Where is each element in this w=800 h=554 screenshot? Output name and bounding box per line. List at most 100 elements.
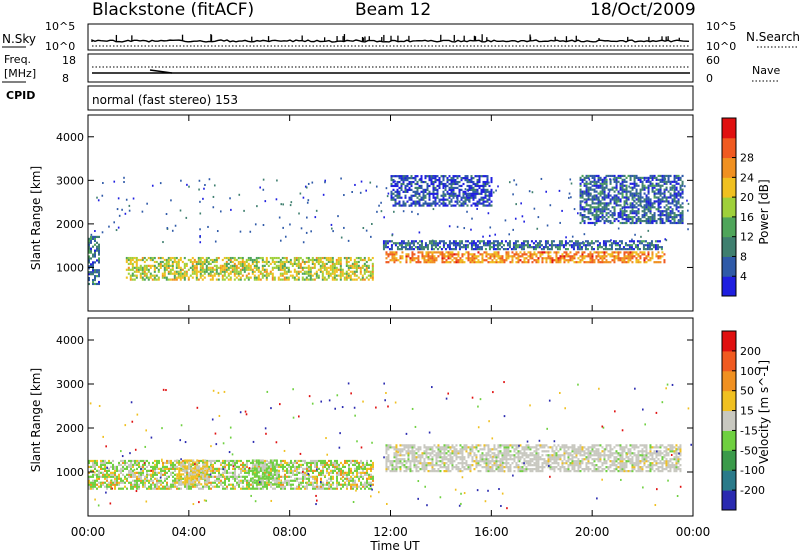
power-cell: [247, 256, 250, 260]
power-cell: [452, 194, 455, 197]
power-cell: [450, 192, 453, 195]
velocity-cell: [90, 485, 92, 488]
power-cell: [442, 194, 445, 197]
power-cell: [295, 274, 298, 277]
velocity-cell: [308, 483, 310, 486]
power-cell: [422, 248, 425, 251]
power-cell: [171, 262, 174, 266]
power-cell: [514, 217, 517, 220]
power-cell: [655, 188, 658, 191]
power-cell: [414, 175, 417, 178]
power-cell: [298, 212, 300, 215]
velocity-cell: [322, 459, 324, 463]
power-cell: [263, 274, 266, 277]
power-cell: [295, 272, 298, 275]
power-cell: [581, 214, 584, 217]
velocity-cell: [212, 463, 214, 467]
power-cell: [645, 180, 648, 183]
velocity-cell: [116, 481, 118, 484]
velocity-cell: [228, 475, 230, 478]
velocity-cell: [312, 483, 314, 486]
power-cell: [587, 255, 590, 258]
power-cell: [225, 268, 228, 271]
power-cell: [247, 276, 250, 279]
power-cell: [398, 202, 401, 205]
power-cell: [619, 216, 622, 219]
velocity-cell: [232, 483, 234, 486]
velocity-cell: [94, 481, 96, 484]
colorbar-segment: [722, 216, 736, 238]
power-cell: [293, 278, 296, 281]
power-cell: [481, 255, 484, 258]
power-cell: [485, 255, 488, 258]
power-cell: [389, 253, 392, 256]
velocity-cell: [136, 483, 138, 486]
power-cell: [434, 178, 437, 182]
power-cell: [303, 262, 306, 266]
power-cell: [211, 268, 214, 271]
power-cell: [143, 256, 146, 260]
velocity-cell: [342, 465, 344, 469]
power-cell: [98, 243, 100, 246]
power-cell: [414, 182, 417, 186]
power-cell: [517, 261, 520, 264]
power-cell: [227, 278, 230, 281]
power-cell: [514, 248, 517, 251]
power-cell: [428, 240, 431, 243]
velocity-cell: [118, 469, 120, 472]
power-cell: [625, 186, 628, 189]
velocity-cell: [262, 483, 264, 486]
power-cell: [653, 214, 656, 217]
velocity-cell: [244, 479, 246, 482]
power-cell: [569, 257, 572, 260]
power-cell: [603, 176, 606, 180]
velocity-cell: [166, 475, 168, 478]
power-cell: [656, 244, 659, 247]
power-cell: [406, 188, 409, 191]
power-cell: [96, 245, 98, 248]
power-cell: [460, 202, 463, 205]
power-cell: [339, 260, 342, 264]
velocity-cell: [166, 487, 168, 490]
power-cell: [415, 261, 418, 264]
power-cell: [625, 206, 628, 209]
velocity-cell: [154, 459, 156, 463]
power-cell: [446, 192, 449, 195]
velocity-cell: [118, 483, 120, 486]
power-cell: [673, 194, 676, 197]
power-cell: [448, 242, 451, 245]
power-cell: [655, 255, 658, 258]
power-cell: [547, 253, 550, 256]
power-cell: [487, 253, 490, 256]
power-cell: [331, 262, 334, 266]
power-cell: [90, 251, 92, 254]
power-cell: [580, 246, 583, 249]
power-cell: [482, 235, 484, 238]
velocity-cell: [108, 483, 110, 486]
power-cell: [444, 182, 447, 186]
power-cell: [471, 259, 474, 262]
power-cell: [486, 242, 489, 245]
power-cell: [466, 180, 469, 184]
velocity-cell: [134, 459, 136, 463]
power-cell: [243, 270, 246, 273]
noise-right-label: N.Search: [746, 30, 800, 44]
power-cell: [649, 200, 652, 203]
power-cell: [396, 246, 399, 249]
power-cell: [229, 276, 232, 279]
power-cell: [428, 196, 431, 199]
velocity-cell: [110, 481, 112, 484]
velocity-cell: [182, 469, 184, 472]
power-cell: [633, 206, 636, 209]
power-cell: [643, 186, 646, 189]
power-cell: [581, 251, 584, 254]
power-cell: [92, 255, 94, 258]
velocity-cell: [342, 485, 344, 488]
velocity-cell: [290, 487, 292, 490]
velocity-cell: [208, 479, 210, 482]
power-cell: [451, 259, 454, 262]
power-cell: [511, 251, 514, 254]
power-cell: [568, 196, 570, 199]
velocity-cell: [174, 467, 176, 470]
power-cell: [663, 259, 666, 262]
